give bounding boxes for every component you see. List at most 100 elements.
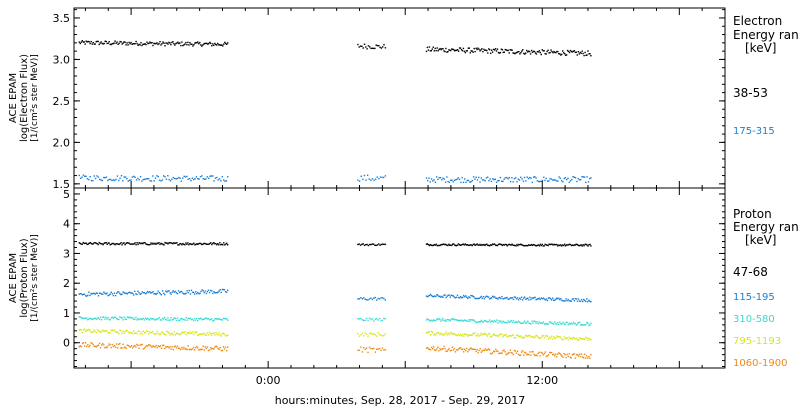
data-point [475, 47, 477, 49]
data-point [119, 177, 121, 179]
data-point [451, 318, 453, 320]
data-point [576, 300, 579, 302]
data-point [188, 44, 190, 46]
data-point [139, 176, 142, 178]
data-point [459, 244, 462, 246]
data-point [450, 349, 452, 352]
data-point [493, 49, 496, 51]
data-point [499, 243, 502, 245]
data-point [514, 336, 517, 339]
data-point [445, 331, 447, 333]
data-point [558, 297, 560, 300]
data-point [148, 178, 150, 180]
data-point [358, 243, 360, 245]
data-point [430, 244, 432, 246]
data-point [530, 336, 532, 338]
data-point [140, 318, 142, 320]
data-point [165, 334, 167, 336]
data-point [220, 349, 222, 352]
data-point [99, 242, 101, 245]
data-point [160, 180, 162, 182]
data-point [440, 320, 442, 322]
data-point [379, 244, 381, 246]
data-point [462, 348, 464, 350]
data-point [113, 243, 115, 245]
data-point [374, 334, 376, 336]
data-point [433, 50, 435, 52]
data-point [123, 242, 125, 244]
data-point [103, 176, 105, 179]
data-point [588, 337, 590, 340]
data-point [180, 44, 182, 47]
data-point [146, 290, 149, 293]
data-point [201, 175, 203, 177]
data-point [226, 335, 228, 337]
data-point [553, 353, 555, 355]
data-point [522, 180, 525, 182]
data-point [468, 319, 470, 321]
data-point [573, 323, 576, 325]
data-point [476, 334, 478, 337]
data-point [384, 47, 387, 49]
data-point [177, 290, 180, 292]
data-point [510, 49, 512, 51]
data-point [468, 349, 470, 351]
data-point [554, 244, 556, 246]
data-point [112, 179, 114, 181]
data-point [536, 180, 539, 182]
data-point [468, 296, 470, 298]
data-point [365, 179, 367, 181]
data-point [497, 179, 499, 182]
data-point [121, 332, 123, 335]
data-point [516, 322, 519, 324]
data-point [479, 50, 481, 52]
data-point [137, 330, 139, 332]
data-point [205, 334, 208, 336]
data-point [541, 335, 543, 337]
data-point [82, 241, 84, 244]
data-point [197, 334, 199, 336]
data-point [218, 178, 221, 180]
data-point [508, 243, 510, 246]
data-point [168, 347, 170, 349]
data-point [555, 51, 557, 54]
data-point [432, 348, 434, 350]
data-point [174, 290, 177, 293]
data-point [151, 291, 153, 294]
data-point [176, 317, 179, 319]
data-point [555, 298, 557, 300]
data-point [445, 350, 447, 352]
data-point [130, 332, 133, 334]
data-point [371, 47, 373, 49]
data-point [550, 178, 553, 180]
data-point [85, 342, 87, 344]
data-point [520, 176, 522, 178]
data-point [196, 293, 198, 295]
data-point [139, 318, 141, 320]
data-point [364, 319, 366, 322]
data-point [551, 50, 553, 53]
data-point [221, 319, 224, 321]
data-point [212, 43, 214, 45]
data-point [538, 180, 540, 183]
data-point [199, 349, 201, 351]
data-point [565, 54, 568, 56]
data-point [552, 338, 554, 340]
data-point [506, 176, 508, 179]
data-point [172, 318, 174, 320]
data-point [104, 40, 106, 42]
data-point [161, 179, 164, 181]
data-point [431, 48, 433, 50]
data-point [88, 318, 90, 320]
data-point [125, 44, 127, 46]
data-point [196, 331, 198, 333]
data-point [500, 333, 502, 335]
data-point [543, 323, 546, 325]
data-point [512, 298, 515, 301]
data-point [479, 334, 481, 337]
data-point [183, 243, 185, 246]
data-point [562, 300, 564, 302]
data-point [572, 336, 574, 339]
data-point [494, 48, 497, 50]
data-point [86, 345, 88, 348]
